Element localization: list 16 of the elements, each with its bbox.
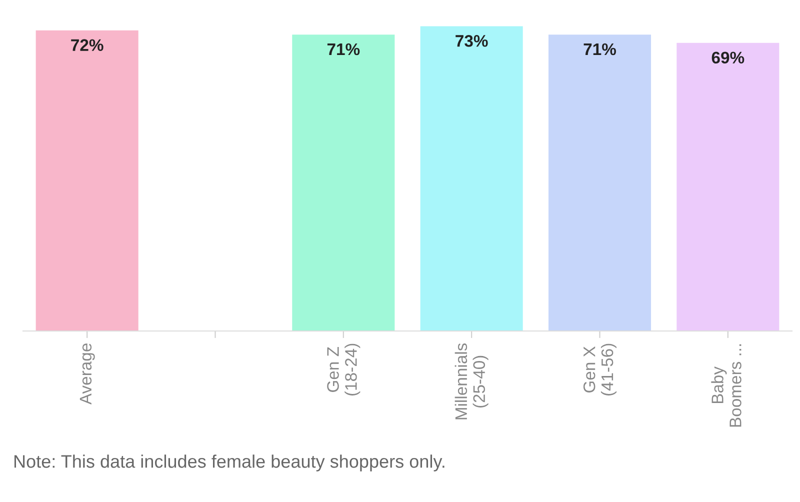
data-label: 72% — [71, 39, 104, 51]
x-tick-label: Gen X (41-56) — [583, 344, 616, 396]
bar — [676, 42, 780, 331]
bar — [36, 30, 138, 331]
data-label: 71% — [327, 43, 360, 56]
bar — [420, 26, 523, 331]
text: Note: This data includes female beauty shoppers only. — [14, 454, 444, 472]
data-label: 69% — [712, 52, 744, 64]
x-tick-label: Average — [80, 344, 95, 405]
x-tick-label: Millennials (25-40) — [454, 343, 488, 420]
data-label: 73% — [456, 35, 488, 47]
data-label: 71% — [584, 43, 616, 56]
bar — [292, 34, 395, 331]
x-tick-label: Gen Z (18-24) — [327, 344, 360, 396]
x-tick-label: Baby Boomers ... — [711, 344, 742, 427]
bar — [548, 34, 652, 331]
